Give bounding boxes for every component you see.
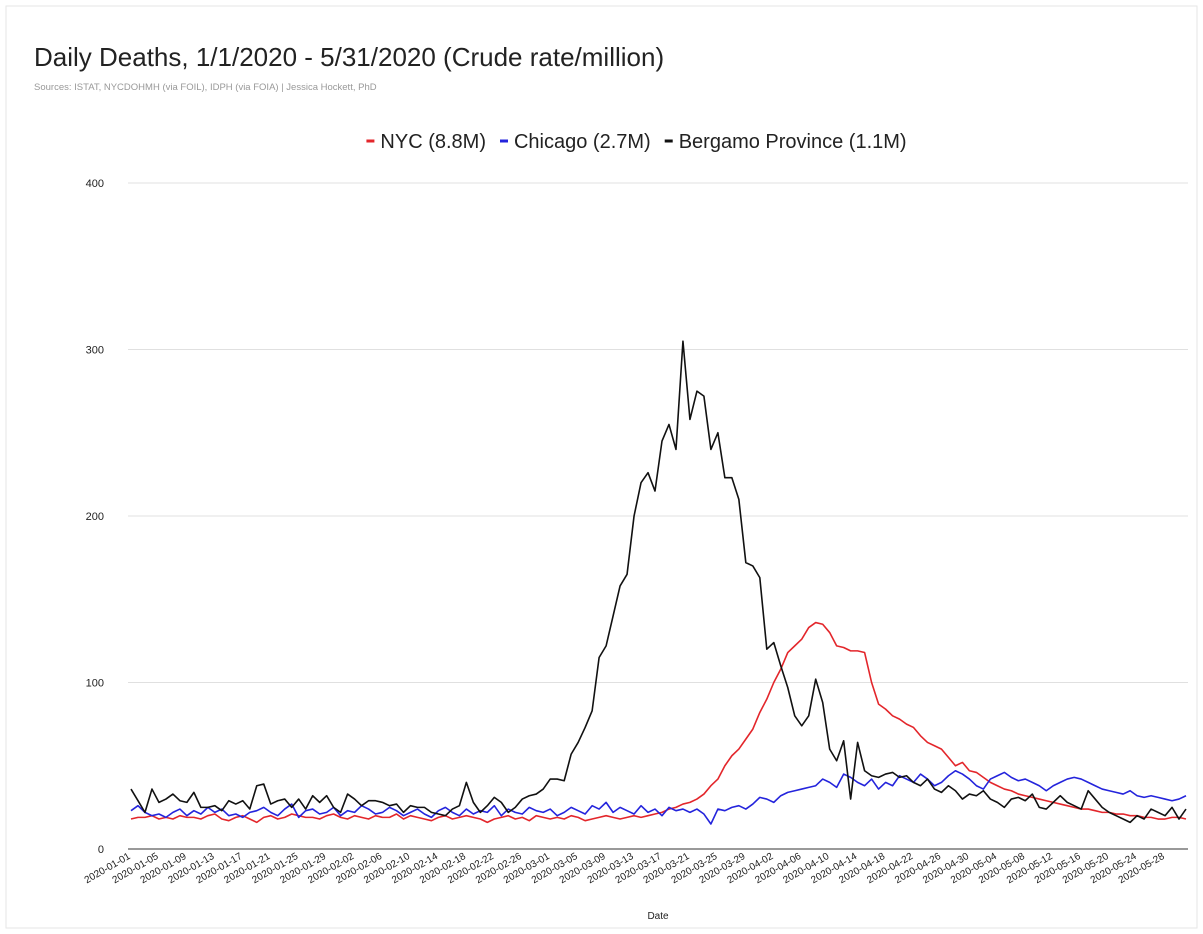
- chart-title: Daily Deaths, 1/1/2020 - 5/31/2020 (Crud…: [34, 42, 664, 72]
- y-tick-label: 400: [86, 178, 104, 190]
- chart-subtitle: Sources: ISTAT, NYCDOHMH (via FOIL), IDP…: [34, 82, 377, 93]
- y-tick-label: 0: [98, 844, 104, 856]
- y-tick-label: 300: [86, 345, 104, 357]
- y-tick-label: 100: [86, 678, 104, 690]
- y-tick-label: 200: [86, 511, 104, 523]
- line-series: [130, 340, 1187, 824]
- x-axis-title: Date: [647, 911, 669, 922]
- legend-label: Bergamo Province (1.1M): [679, 131, 907, 153]
- legend: NYC (8.8M) Chicago (2.7M) Bergamo Province…: [366, 131, 907, 153]
- line-series: [130, 769, 1187, 825]
- legend-label: Chicago (2.7M): [514, 131, 651, 153]
- legend-label: NYC (8.8M): [380, 131, 486, 153]
